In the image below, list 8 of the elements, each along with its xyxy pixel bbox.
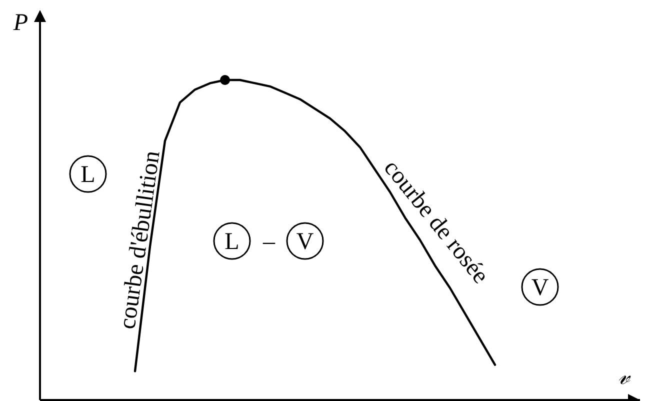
annotation: L xyxy=(224,229,240,255)
annotation: – xyxy=(262,229,276,255)
text: L xyxy=(80,162,96,188)
text: V xyxy=(531,275,550,301)
annotation: V xyxy=(296,229,314,255)
y-axis-title: P xyxy=(12,10,28,36)
annotation: courbe d'ébullition xyxy=(114,149,166,331)
x-axis-title: 𝓋 xyxy=(618,364,631,390)
